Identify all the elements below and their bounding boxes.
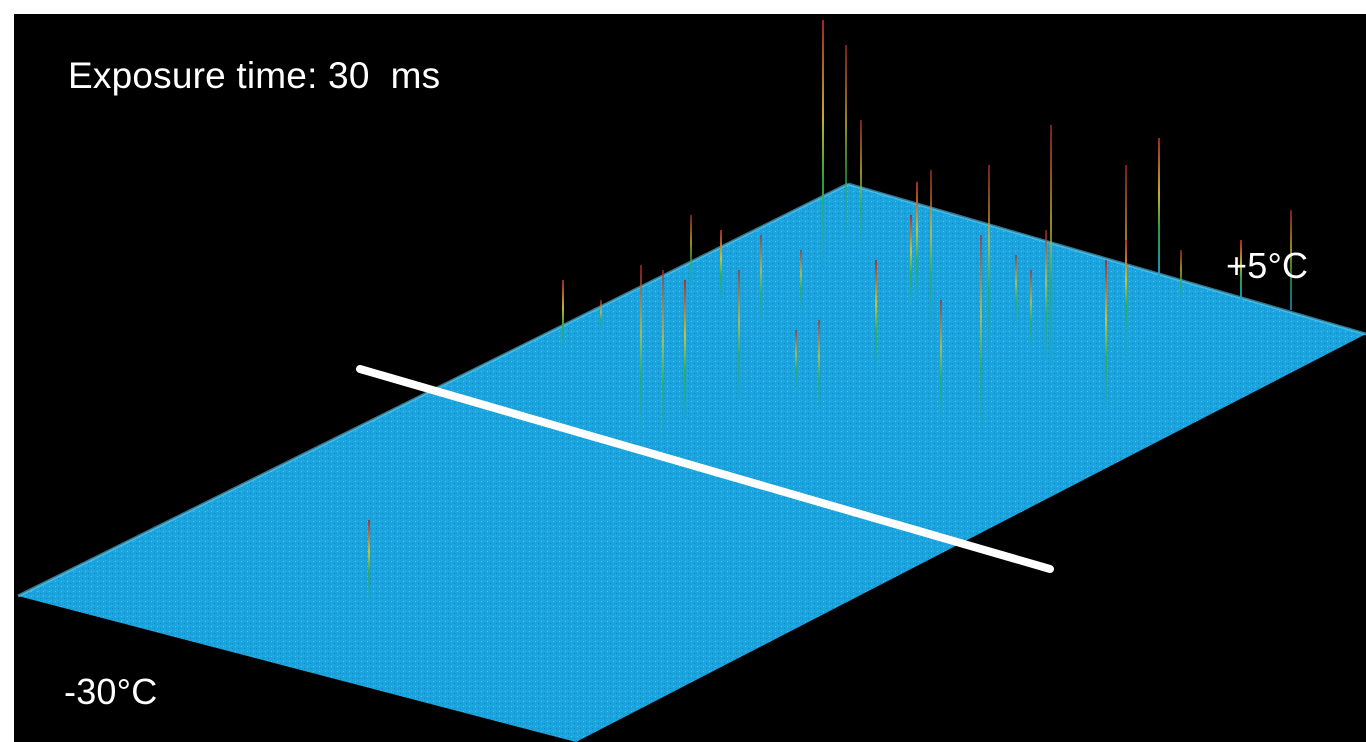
hot-pixel-spike: [720, 230, 722, 300]
hot-pixel-spike: [1240, 240, 1242, 300]
hot-pixel-spike: [760, 235, 762, 325]
hot-pixel-spike: [818, 320, 820, 410]
hot-pixel-spike: [1125, 240, 1127, 340]
temperature-divider-line: [356, 365, 1054, 573]
hot-pixel-spike: [600, 300, 602, 330]
exposure-time-label: Exposure time: 30 ms: [68, 55, 441, 96]
hot-pixel-spike: [875, 260, 877, 370]
hot-pixel-spike: [1030, 270, 1032, 350]
hot-temperature-label: +5°C: [1226, 245, 1309, 286]
hot-pixel-spike: [940, 300, 942, 420]
hot-pixel-spike: [930, 170, 932, 330]
hot-pixel-spike: [980, 235, 982, 435]
hot-pixel-spike: [1015, 255, 1017, 325]
hot-pixel-spike: [845, 45, 847, 245]
hot-pixel-spike: [988, 165, 990, 355]
hot-pixel-spike: [1050, 125, 1052, 365]
hot-pixel-spike: [662, 270, 664, 445]
hot-pixel-spike: [640, 265, 642, 435]
hot-pixel-spike: [910, 215, 912, 305]
hot-pixel-spike: [690, 215, 692, 285]
cold-temperature-label: -30°C: [64, 671, 158, 712]
hot-pixel-spike: [562, 280, 564, 350]
hot-pixel-spike: [1105, 260, 1107, 410]
hot-pixel-spike: [1180, 250, 1182, 300]
hot-pixel-spike: [684, 280, 686, 420]
hot-pixel-spike: [822, 20, 824, 270]
hot-pixel-spike: [1158, 138, 1160, 278]
hot-pixel-spike: [800, 250, 802, 310]
hot-pixel-spike: [738, 270, 740, 400]
hot-pixel-spike: [1045, 230, 1047, 360]
hot-pixel-spike: [795, 330, 797, 390]
hot-pixel-spike: [860, 120, 862, 250]
hot-pixel-spike: [916, 182, 918, 302]
hot-pixel-spike: [368, 520, 370, 600]
hot-pixel-spikes: [368, 20, 1292, 600]
surface-top-edge-right: [847, 182, 1366, 336]
hot-pixel-spike: [1290, 210, 1292, 310]
